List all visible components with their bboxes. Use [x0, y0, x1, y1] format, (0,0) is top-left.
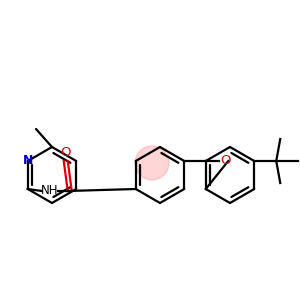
Circle shape: [135, 146, 169, 180]
Text: O: O: [61, 146, 71, 160]
Text: NH: NH: [41, 184, 58, 197]
Text: O: O: [220, 154, 231, 167]
Text: N: N: [22, 154, 33, 167]
